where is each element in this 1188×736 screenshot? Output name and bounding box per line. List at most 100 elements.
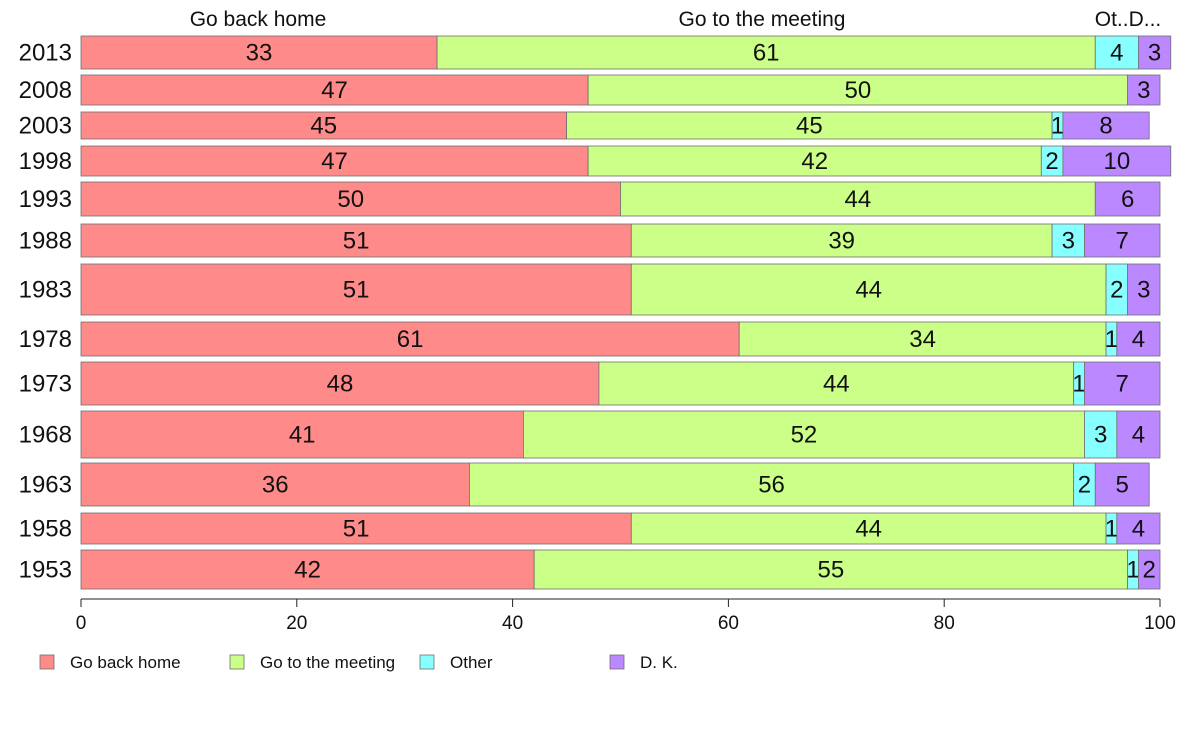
year-label-1963: 1963	[19, 472, 72, 499]
data-label-d-k-1978: 4	[1132, 326, 1145, 353]
data-label-go-back-home-1993: 50	[337, 186, 364, 213]
bar-other-2013	[1094, 35, 1139, 70]
bar-d-k-1983	[1127, 263, 1161, 316]
bar-other-1988	[1051, 223, 1085, 258]
data-label-go-back-home-1958: 51	[343, 516, 370, 543]
bar-d-k-1963	[1094, 462, 1150, 507]
bar-go-to-the-meeting-1968	[522, 410, 1085, 459]
bar-d-k-2008	[1127, 74, 1161, 106]
data-label-d-k-1958: 4	[1132, 516, 1145, 543]
data-label-d-k-1983: 3	[1137, 277, 1150, 304]
data-label-d-k-1993: 6	[1121, 186, 1134, 213]
bar-go-back-home-2008	[80, 74, 589, 106]
legend-label-go-back-home: Go back home	[70, 653, 181, 672]
data-label-go-back-home-2003: 45	[310, 113, 337, 140]
data-label-other-1958: 1	[1105, 516, 1118, 543]
bar-go-back-home-1993	[80, 181, 621, 217]
bar-other-1968	[1084, 410, 1118, 459]
data-label-go-to-the-meeting-1958: 44	[855, 516, 882, 543]
data-label-d-k-1963: 5	[1116, 472, 1129, 499]
data-label-other-1988: 3	[1062, 228, 1075, 255]
data-label-go-to-the-meeting-1998: 42	[801, 148, 828, 175]
top-label-go-to-meeting: Go to the meeting	[679, 8, 846, 31]
bar-d-k-1973	[1084, 361, 1161, 406]
data-label-go-back-home-1963: 36	[262, 472, 289, 499]
x-tick-label-0: 0	[76, 613, 87, 634]
x-tick-label-20: 20	[286, 613, 307, 634]
bar-go-back-home-1973	[80, 361, 600, 406]
data-label-go-back-home-1968: 41	[289, 422, 316, 449]
legend-swatch-go-back-home	[39, 654, 55, 670]
data-label-other-2013: 4	[1110, 40, 1123, 67]
legend-label-go-to-the-meeting: Go to the meeting	[260, 653, 395, 672]
data-label-other-1998: 2	[1045, 148, 1058, 175]
data-label-go-back-home-1953: 42	[294, 557, 321, 584]
data-label-go-back-home-1978: 61	[397, 326, 424, 353]
data-label-other-2003: 1	[1051, 113, 1064, 140]
data-label-go-back-home-2013: 33	[246, 40, 273, 67]
bar-go-back-home-1998	[80, 145, 589, 177]
bar-d-k-1978	[1116, 321, 1161, 357]
data-label-go-to-the-meeting-1993: 44	[845, 186, 872, 213]
legend-swatch-other	[419, 654, 435, 670]
bar-go-back-home-1978	[80, 321, 740, 357]
data-label-go-back-home-1998: 47	[321, 148, 348, 175]
data-label-go-to-the-meeting-2008: 50	[845, 77, 872, 104]
data-label-d-k-1988: 7	[1116, 228, 1129, 255]
bar-go-to-the-meeting-1983	[630, 263, 1107, 316]
bar-go-to-the-meeting-2013	[436, 35, 1096, 70]
bar-d-k-1998	[1062, 145, 1172, 177]
data-label-d-k-1968: 4	[1132, 422, 1145, 449]
data-label-other-1978: 1	[1105, 326, 1118, 353]
x-tick-label-100: 100	[1144, 613, 1176, 634]
year-label-2003: 2003	[19, 113, 72, 140]
bar-go-to-the-meeting-2008	[587, 74, 1129, 106]
x-tick-label-80: 80	[934, 613, 955, 634]
bar-go-back-home-1968	[80, 410, 524, 459]
bar-d-k-2013	[1138, 35, 1172, 70]
legend: Go back home Go to the meeting Other D. K.	[39, 653, 678, 672]
bar-d-k-1988	[1084, 223, 1161, 258]
year-label-1973: 1973	[19, 371, 72, 398]
data-label-other-1963: 2	[1078, 472, 1091, 499]
bar-go-to-the-meeting-1993	[620, 181, 1096, 217]
bar-go-to-the-meeting-2003	[566, 111, 1053, 140]
year-label-1983: 1983	[19, 277, 72, 304]
data-label-d-k-1973: 7	[1116, 371, 1129, 398]
data-label-go-to-the-meeting-1973: 44	[823, 371, 850, 398]
legend-label-d-k: D. K.	[640, 653, 678, 672]
year-label-2008: 2008	[19, 77, 72, 104]
data-label-d-k-2003: 8	[1099, 113, 1112, 140]
data-label-go-to-the-meeting-2013: 61	[753, 40, 780, 67]
bar-d-k-1968	[1116, 410, 1161, 459]
data-label-go-to-the-meeting-1963: 56	[758, 472, 785, 499]
data-label-go-back-home-2008: 47	[321, 77, 348, 104]
x-axis: 0 20 40 60 80 100	[76, 598, 1176, 634]
data-label-go-to-the-meeting-2003: 45	[796, 113, 823, 140]
bar-d-k-1953	[1138, 549, 1161, 590]
bar-go-to-the-meeting-1963	[469, 462, 1075, 507]
data-label-go-to-the-meeting-1953: 55	[818, 557, 845, 584]
data-label-d-k-2008: 3	[1137, 77, 1150, 104]
legend-swatch-d-k	[609, 654, 625, 670]
data-label-go-to-the-meeting-1983: 44	[855, 277, 882, 304]
data-label-go-back-home-1973: 48	[327, 371, 354, 398]
bar-go-back-home-2003	[80, 111, 567, 140]
bar-go-back-home-2013	[80, 35, 438, 70]
top-labels: Go back home Go to the meeting Ot..D...	[190, 8, 1162, 31]
year-label-1998: 1998	[19, 148, 72, 175]
top-label-go-back-home: Go back home	[190, 8, 327, 31]
year-label-1953: 1953	[19, 557, 72, 584]
bar-go-to-the-meeting-1998	[587, 145, 1042, 177]
x-tick-label-60: 60	[718, 613, 739, 634]
data-label-d-k-1998: 10	[1103, 148, 1130, 175]
bar-go-back-home-1958	[80, 512, 632, 545]
bar-go-to-the-meeting-1953	[533, 549, 1129, 590]
year-label-1978: 1978	[19, 326, 72, 353]
top-label-other-dk: Ot..D...	[1095, 8, 1162, 31]
x-tick-label-40: 40	[502, 613, 523, 634]
bar-d-k-2003	[1062, 111, 1150, 140]
